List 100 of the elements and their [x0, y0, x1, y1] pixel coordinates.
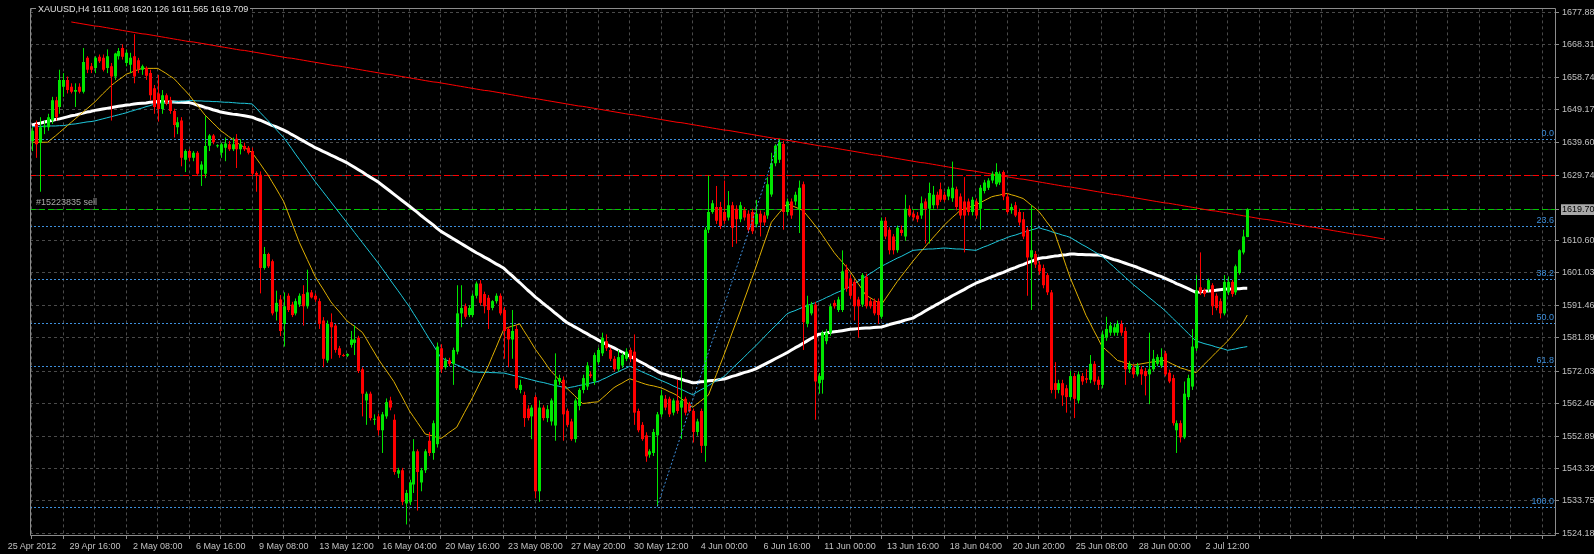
candlestick: [955, 186, 958, 211]
candlestick: [161, 89, 164, 115]
candlestick: [759, 209, 762, 237]
annotation: 23.6: [1536, 214, 1554, 225]
x-tick-label: 25 Jun 08:00: [1075, 540, 1128, 551]
x-tick-label: 29 Apr 16:00: [69, 540, 121, 551]
x-tick-label: 4 Jun 00:00: [700, 540, 748, 551]
ref-line-label: #15223835 sell: [36, 197, 98, 208]
candlestick: [460, 284, 463, 328]
candlestick: [715, 185, 718, 225]
x-tick-label: 16 May 04:00: [382, 540, 437, 551]
x-tick-label: 2 Jul 12:00: [1205, 540, 1250, 551]
candlestick: [1065, 384, 1068, 414]
candlestick: [1042, 264, 1045, 289]
candlestick: [487, 294, 490, 330]
candlestick: [1175, 419, 1178, 454]
x-tick-label: 27 May 20:00: [571, 540, 626, 551]
candlestick: [676, 379, 679, 415]
annotation: 61.8: [1536, 355, 1554, 366]
candlestick: [932, 185, 935, 210]
x-tick-label: 25 Apr 2012: [7, 540, 57, 551]
candlestick: [114, 52, 117, 81]
candlestick: [1164, 350, 1167, 377]
candlestick: [739, 201, 742, 223]
candlestick: [479, 279, 482, 306]
candlestick: [1093, 360, 1096, 386]
candlestick: [806, 295, 809, 328]
x-tick-label: 20 May 16:00: [445, 540, 500, 551]
candlestick: [684, 396, 687, 416]
candlestick: [1148, 332, 1151, 405]
candlestick: [1061, 379, 1064, 407]
candlestick: [1073, 372, 1076, 419]
candlestick: [1211, 282, 1214, 316]
candlestick: [660, 389, 663, 418]
y-tick-label: 1581.89: [1562, 332, 1594, 343]
candlestick: [424, 448, 427, 474]
x-tick-label: 30 May 12:00: [633, 540, 689, 551]
candlestick: [963, 176, 966, 253]
annotation: 100.0: [1531, 495, 1554, 506]
candlestick: [979, 184, 982, 231]
candlestick: [1046, 272, 1049, 296]
candlestick: [1199, 251, 1202, 296]
candlestick: [1152, 349, 1155, 372]
x-tick-label: 6 May 16:00: [195, 540, 246, 551]
candlestick: [617, 349, 620, 372]
candlestick: [1179, 419, 1182, 443]
x-tick-label: 6 Jun 16:00: [763, 540, 811, 551]
y-tick-label: 1610.60: [1562, 235, 1594, 245]
candlestick: [951, 161, 954, 203]
candlestick: [110, 62, 113, 122]
y-tick-label: 1639.60: [1562, 136, 1594, 147]
candlestick: [511, 309, 514, 360]
candlestick: [656, 411, 659, 507]
candlestick: [302, 284, 305, 327]
candlestick: [287, 292, 290, 313]
candlestick: [668, 396, 671, 418]
annotation: 38.2: [1536, 268, 1554, 279]
candlestick: [129, 52, 132, 74]
candlestick: [216, 143, 219, 149]
y-tick-label: 1619.70: [1562, 204, 1594, 215]
candlestick: [731, 201, 734, 248]
y-tick-label: 1533.75: [1562, 495, 1594, 506]
candlestick: [735, 204, 738, 245]
candlestick: [896, 225, 899, 254]
x-tick-label: 13 Jun 16:00: [886, 540, 939, 551]
candlestick: [420, 467, 423, 492]
candlestick: [55, 96, 58, 122]
candlestick: [924, 198, 927, 245]
candlestick: [790, 198, 793, 220]
candlestick: [845, 264, 848, 293]
x-tick-label: 23 May 08:00: [508, 540, 563, 551]
candlestick: [975, 198, 978, 220]
candlestick: [727, 190, 730, 222]
y-tick-label: 1629.74: [1562, 170, 1594, 181]
x-tick-label: 18 Jun 04:00: [949, 540, 1002, 551]
candlestick: [959, 192, 962, 220]
candlestick: [157, 74, 160, 123]
x-tick-label: 28 Jun 00:00: [1138, 540, 1191, 551]
x-tick-label: 2 May 08:00: [133, 540, 183, 551]
x-tick-label: 20 Jun 20:00: [1012, 540, 1065, 551]
candlestick: [51, 96, 54, 125]
candlestick: [283, 291, 286, 348]
y-tick-label: 1591.46: [1562, 299, 1594, 310]
candlestick: [971, 196, 974, 216]
candlestick: [1160, 347, 1163, 369]
candlestick: [306, 269, 309, 310]
candlestick: [365, 391, 368, 426]
candlestick: [377, 413, 380, 436]
candlestick: [723, 180, 726, 225]
candlestick: [892, 233, 895, 255]
candlestick: [1144, 367, 1147, 396]
annotation: 0.0: [1541, 128, 1554, 139]
y-tick-label: 1562.46: [1562, 398, 1594, 409]
candlestick: [523, 391, 526, 428]
candlestick: [106, 48, 109, 74]
candlestick: [39, 116, 42, 193]
y-tick-label: 1524.18: [1562, 527, 1594, 538]
candlestick: [928, 182, 931, 245]
x-tick-label: 11 Jun 00:00: [824, 540, 876, 551]
candlestick: [719, 201, 722, 230]
